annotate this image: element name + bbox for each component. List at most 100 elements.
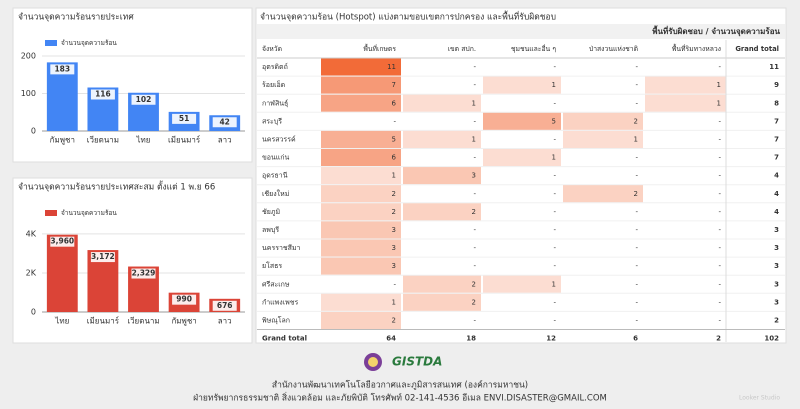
cell: - bbox=[635, 81, 638, 89]
heat-cell bbox=[563, 112, 643, 130]
cell: - bbox=[553, 135, 556, 143]
heat-cell bbox=[321, 311, 401, 329]
cell: - bbox=[635, 244, 638, 252]
cell: - bbox=[473, 117, 476, 125]
cell: - bbox=[718, 154, 721, 162]
cell: 3 bbox=[392, 244, 396, 252]
cell: - bbox=[553, 190, 556, 198]
row-label: ร้อยเอ็ด bbox=[262, 80, 285, 89]
logo-text: GISTDA bbox=[392, 355, 442, 369]
cell: - bbox=[635, 226, 638, 234]
cell: 2 bbox=[472, 208, 476, 216]
row-label: อุตรดิตถ์ bbox=[262, 63, 288, 71]
y-tick-label: 0 bbox=[31, 308, 36, 317]
chart-title: จำนวนจุดความร้อนรายประเทศ bbox=[18, 12, 134, 23]
cell: 6 bbox=[392, 99, 397, 107]
cell: - bbox=[718, 262, 721, 270]
cell: - bbox=[553, 298, 556, 306]
heat-cell bbox=[321, 239, 401, 257]
value-label-bg bbox=[90, 252, 115, 263]
cell: - bbox=[718, 280, 721, 288]
value-label: 51 bbox=[179, 114, 189, 123]
cell: 3 bbox=[392, 226, 396, 234]
value-label-bg bbox=[50, 64, 75, 75]
chart-title: จำนวนจุดความร้อนรายประเทศสะสม ตั้งแต่ 1 … bbox=[18, 181, 215, 193]
value-label: 183 bbox=[54, 64, 70, 73]
x-tick-label: ลาว bbox=[218, 136, 232, 145]
cell: 1 bbox=[392, 298, 396, 306]
value-label-bg bbox=[50, 236, 75, 247]
heat-cell bbox=[563, 185, 643, 203]
cell: 8 bbox=[774, 99, 779, 107]
column-header: เขต สปก. bbox=[448, 45, 476, 53]
cell: 1 bbox=[717, 99, 721, 107]
x-tick-label: กัมพูชา bbox=[171, 317, 196, 327]
cell: 9 bbox=[774, 81, 779, 89]
row-label: ขอนแก่น bbox=[262, 154, 290, 162]
cell: 11 bbox=[769, 63, 779, 71]
value-label-bg bbox=[90, 89, 115, 100]
legend-swatch bbox=[45, 40, 57, 46]
cell: 2 bbox=[392, 190, 396, 198]
watermark: Looker Studio bbox=[739, 395, 780, 402]
value-label-bg bbox=[172, 113, 197, 124]
heat-cell bbox=[321, 58, 401, 76]
x-tick-label: ไทย bbox=[136, 136, 151, 145]
cell: - bbox=[473, 226, 476, 234]
cell: - bbox=[718, 172, 721, 180]
y-tick-label: 100 bbox=[21, 89, 36, 98]
cell: 7 bbox=[774, 117, 779, 125]
cell: 1 bbox=[552, 81, 556, 89]
heat-cell bbox=[403, 293, 481, 311]
cell: 1 bbox=[552, 154, 556, 162]
cell: 2 bbox=[634, 117, 638, 125]
cell: - bbox=[553, 99, 556, 107]
group-header-bg bbox=[257, 24, 785, 39]
cell: - bbox=[635, 99, 638, 107]
total-cell: 102 bbox=[764, 335, 779, 343]
cell: - bbox=[473, 154, 476, 162]
cell: 4 bbox=[774, 190, 779, 198]
heat-cell bbox=[483, 149, 561, 167]
column-header: ชุมชนและอื่น ๆ bbox=[511, 44, 556, 53]
cell: - bbox=[635, 154, 638, 162]
cell: 7 bbox=[774, 135, 779, 143]
cell: 5 bbox=[392, 135, 396, 143]
column-header: จังหวัด bbox=[262, 45, 282, 53]
value-label: 102 bbox=[136, 95, 152, 104]
cell: - bbox=[553, 244, 556, 252]
row-label: ลพบุรี bbox=[262, 226, 279, 234]
cell: - bbox=[553, 226, 556, 234]
cell: 4 bbox=[774, 172, 779, 180]
cell: - bbox=[473, 316, 476, 324]
heat-cell bbox=[483, 275, 561, 293]
cell: 2 bbox=[472, 298, 476, 306]
heat-cell bbox=[321, 293, 401, 311]
cell: 3 bbox=[774, 298, 779, 306]
value-label-bg bbox=[212, 117, 237, 128]
cell: - bbox=[718, 226, 721, 234]
cell: - bbox=[635, 316, 638, 324]
cell: - bbox=[393, 117, 396, 125]
row-label: นครสวรรค์ bbox=[262, 135, 296, 143]
cell: 1 bbox=[717, 81, 721, 89]
cell: 3 bbox=[774, 244, 779, 252]
cell: 1 bbox=[634, 135, 638, 143]
cell: 7 bbox=[392, 81, 396, 89]
x-tick-label: กัมพูชา bbox=[50, 136, 75, 146]
total-cell: 18 bbox=[466, 335, 476, 343]
value-label: 676 bbox=[217, 301, 233, 310]
cell: - bbox=[553, 172, 556, 180]
y-tick-label: 2K bbox=[26, 268, 37, 277]
cell: - bbox=[473, 244, 476, 252]
cell: - bbox=[718, 244, 721, 252]
group-header: พื้นที่รับผิดชอบ / จำนวนจุดความร้อน bbox=[652, 25, 780, 37]
y-tick-label: 200 bbox=[21, 52, 36, 61]
cell: 3 bbox=[774, 280, 779, 288]
cell: - bbox=[718, 63, 721, 71]
cell: - bbox=[635, 298, 638, 306]
x-tick-label: เมียนมาร์ bbox=[168, 135, 201, 145]
heat-cell bbox=[321, 167, 401, 185]
cell: 11 bbox=[387, 63, 396, 71]
